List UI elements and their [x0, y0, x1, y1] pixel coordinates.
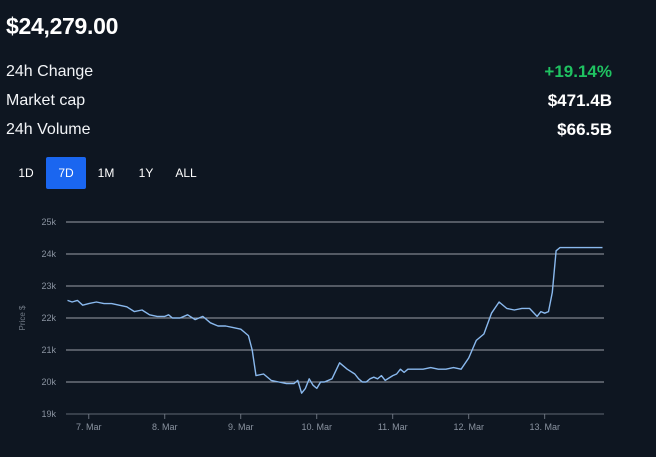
- x-tick-label: 7. Mar: [76, 422, 102, 432]
- x-tick-label: 9. Mar: [228, 422, 254, 432]
- x-tick-label: 12. Mar: [453, 422, 484, 432]
- stat-label: Market cap: [6, 92, 86, 109]
- stat-row-market-cap: Market cap $471.4B: [6, 90, 612, 112]
- y-tick-label: 19k: [41, 409, 56, 419]
- stat-row-24h-volume: 24h Volume $66.5B: [6, 119, 612, 141]
- range-button-1d[interactable]: 1D: [18, 166, 34, 180]
- x-axis-ticks: 7. Mar 8. Mar 9. Mar 10. Mar 11. Mar 12. Mar 1…: [76, 414, 560, 432]
- current-price: $24,279.00: [6, 13, 119, 39]
- time-range-selector: 1D 7D 1M 1Y ALL: [6, 157, 206, 189]
- price-line: [67, 246, 603, 394]
- y-tick-label: 24k: [41, 249, 56, 259]
- y-tick-label: 20k: [41, 377, 56, 387]
- y-tick-label: 21k: [41, 345, 56, 355]
- stat-row-24h-change: 24h Change +19.14%: [6, 61, 612, 83]
- range-button-7d[interactable]: 7D: [46, 157, 86, 189]
- x-tick-label: 10. Mar: [302, 422, 333, 432]
- stat-value-market-cap: $471.4B: [547, 91, 612, 110]
- stat-label: 24h Change: [6, 63, 94, 80]
- range-button-1m[interactable]: 1M: [97, 166, 115, 180]
- x-tick-label: 11. Mar: [378, 422, 408, 432]
- chart-grid: [66, 221, 604, 415]
- x-tick-label: 13. Mar: [529, 422, 560, 432]
- y-tick-label: 23k: [41, 281, 56, 291]
- stat-label: 24h Volume: [6, 121, 91, 138]
- range-button-all[interactable]: ALL: [175, 166, 197, 180]
- y-tick-label: 22k: [41, 313, 56, 323]
- y-axis-ticks: 19k 20k 21k 22k 23k 24k 25k: [41, 217, 56, 419]
- y-axis-label: Price $: [18, 305, 27, 330]
- stat-value-change: +19.14%: [544, 62, 612, 81]
- price-chart[interactable]: 19k 20k 21k 22k 23k 24k 25k 7. Mar 8. Mar 9. Mar…: [0, 205, 656, 457]
- stat-value-volume: $66.5B: [557, 120, 612, 139]
- range-button-1y[interactable]: 1Y: [138, 166, 154, 180]
- x-tick-label: 8. Mar: [152, 422, 178, 432]
- y-tick-label: 25k: [41, 217, 56, 227]
